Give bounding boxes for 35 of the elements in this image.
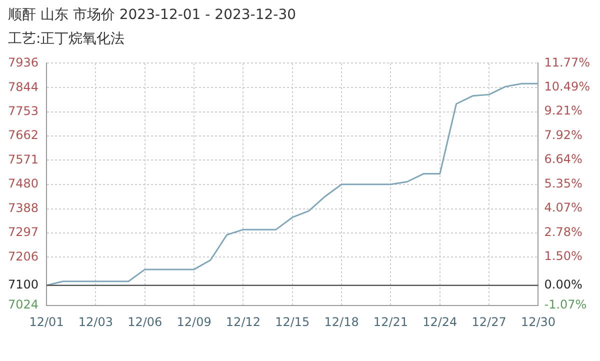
y-tick-label: 7480: [8, 176, 39, 191]
x-tick-label: 12/06: [128, 314, 162, 329]
y-tick-label: 7571: [8, 152, 39, 166]
y-tick-label: 7753: [8, 104, 39, 118]
x-tick-label: 12/15: [275, 314, 310, 329]
y-tick-label: 7100: [8, 278, 39, 292]
y-tick-label: 7662: [8, 128, 39, 142]
y-tick-label: 7936: [8, 55, 39, 70]
y2-tick-label: 9.21%: [544, 104, 582, 118]
y-tick-label: 7844: [8, 80, 39, 94]
x-tick-label: 12/21: [373, 314, 408, 329]
y-tick-label: 7388: [8, 200, 39, 215]
y-tick-label: 7024: [8, 298, 39, 312]
x-tick-label: 12/09: [176, 314, 212, 329]
x-tick-label: 12/27: [472, 314, 506, 329]
chart-subtitle: 工艺:正丁烷氧化法: [8, 30, 125, 48]
x-tick-label: 12/01: [29, 314, 64, 329]
y2-tick-label: 6.64%: [544, 152, 582, 166]
y2-tick-label: 0.00%: [544, 278, 582, 292]
x-tick-label: 12/18: [324, 314, 359, 329]
y2-tick-label: 2.78%: [544, 225, 582, 240]
x-tick-label: 12/30: [520, 314, 556, 329]
y2-tick-label: 1.50%: [544, 249, 582, 264]
y2-tick-label: 10.49%: [544, 79, 590, 94]
y2-tick-label: 11.77%: [544, 55, 590, 70]
x-tick-label: 12/24: [422, 314, 458, 329]
y2-tick-label: 7.92%: [544, 128, 582, 142]
y2-tick-label: -1.07%: [544, 298, 587, 312]
x-tick-label: 12/03: [78, 314, 114, 329]
y2-tick-label: 5.35%: [544, 176, 582, 191]
y-tick-label: 7297: [8, 225, 39, 240]
x-tick-label: 12/12: [226, 314, 261, 329]
chart-title: 顺酐 山东 市场价 2023-12-01 - 2023-12-30: [8, 6, 296, 24]
y-tick-label: 7206: [8, 249, 39, 264]
y2-tick-label: 4.07%: [544, 200, 582, 215]
